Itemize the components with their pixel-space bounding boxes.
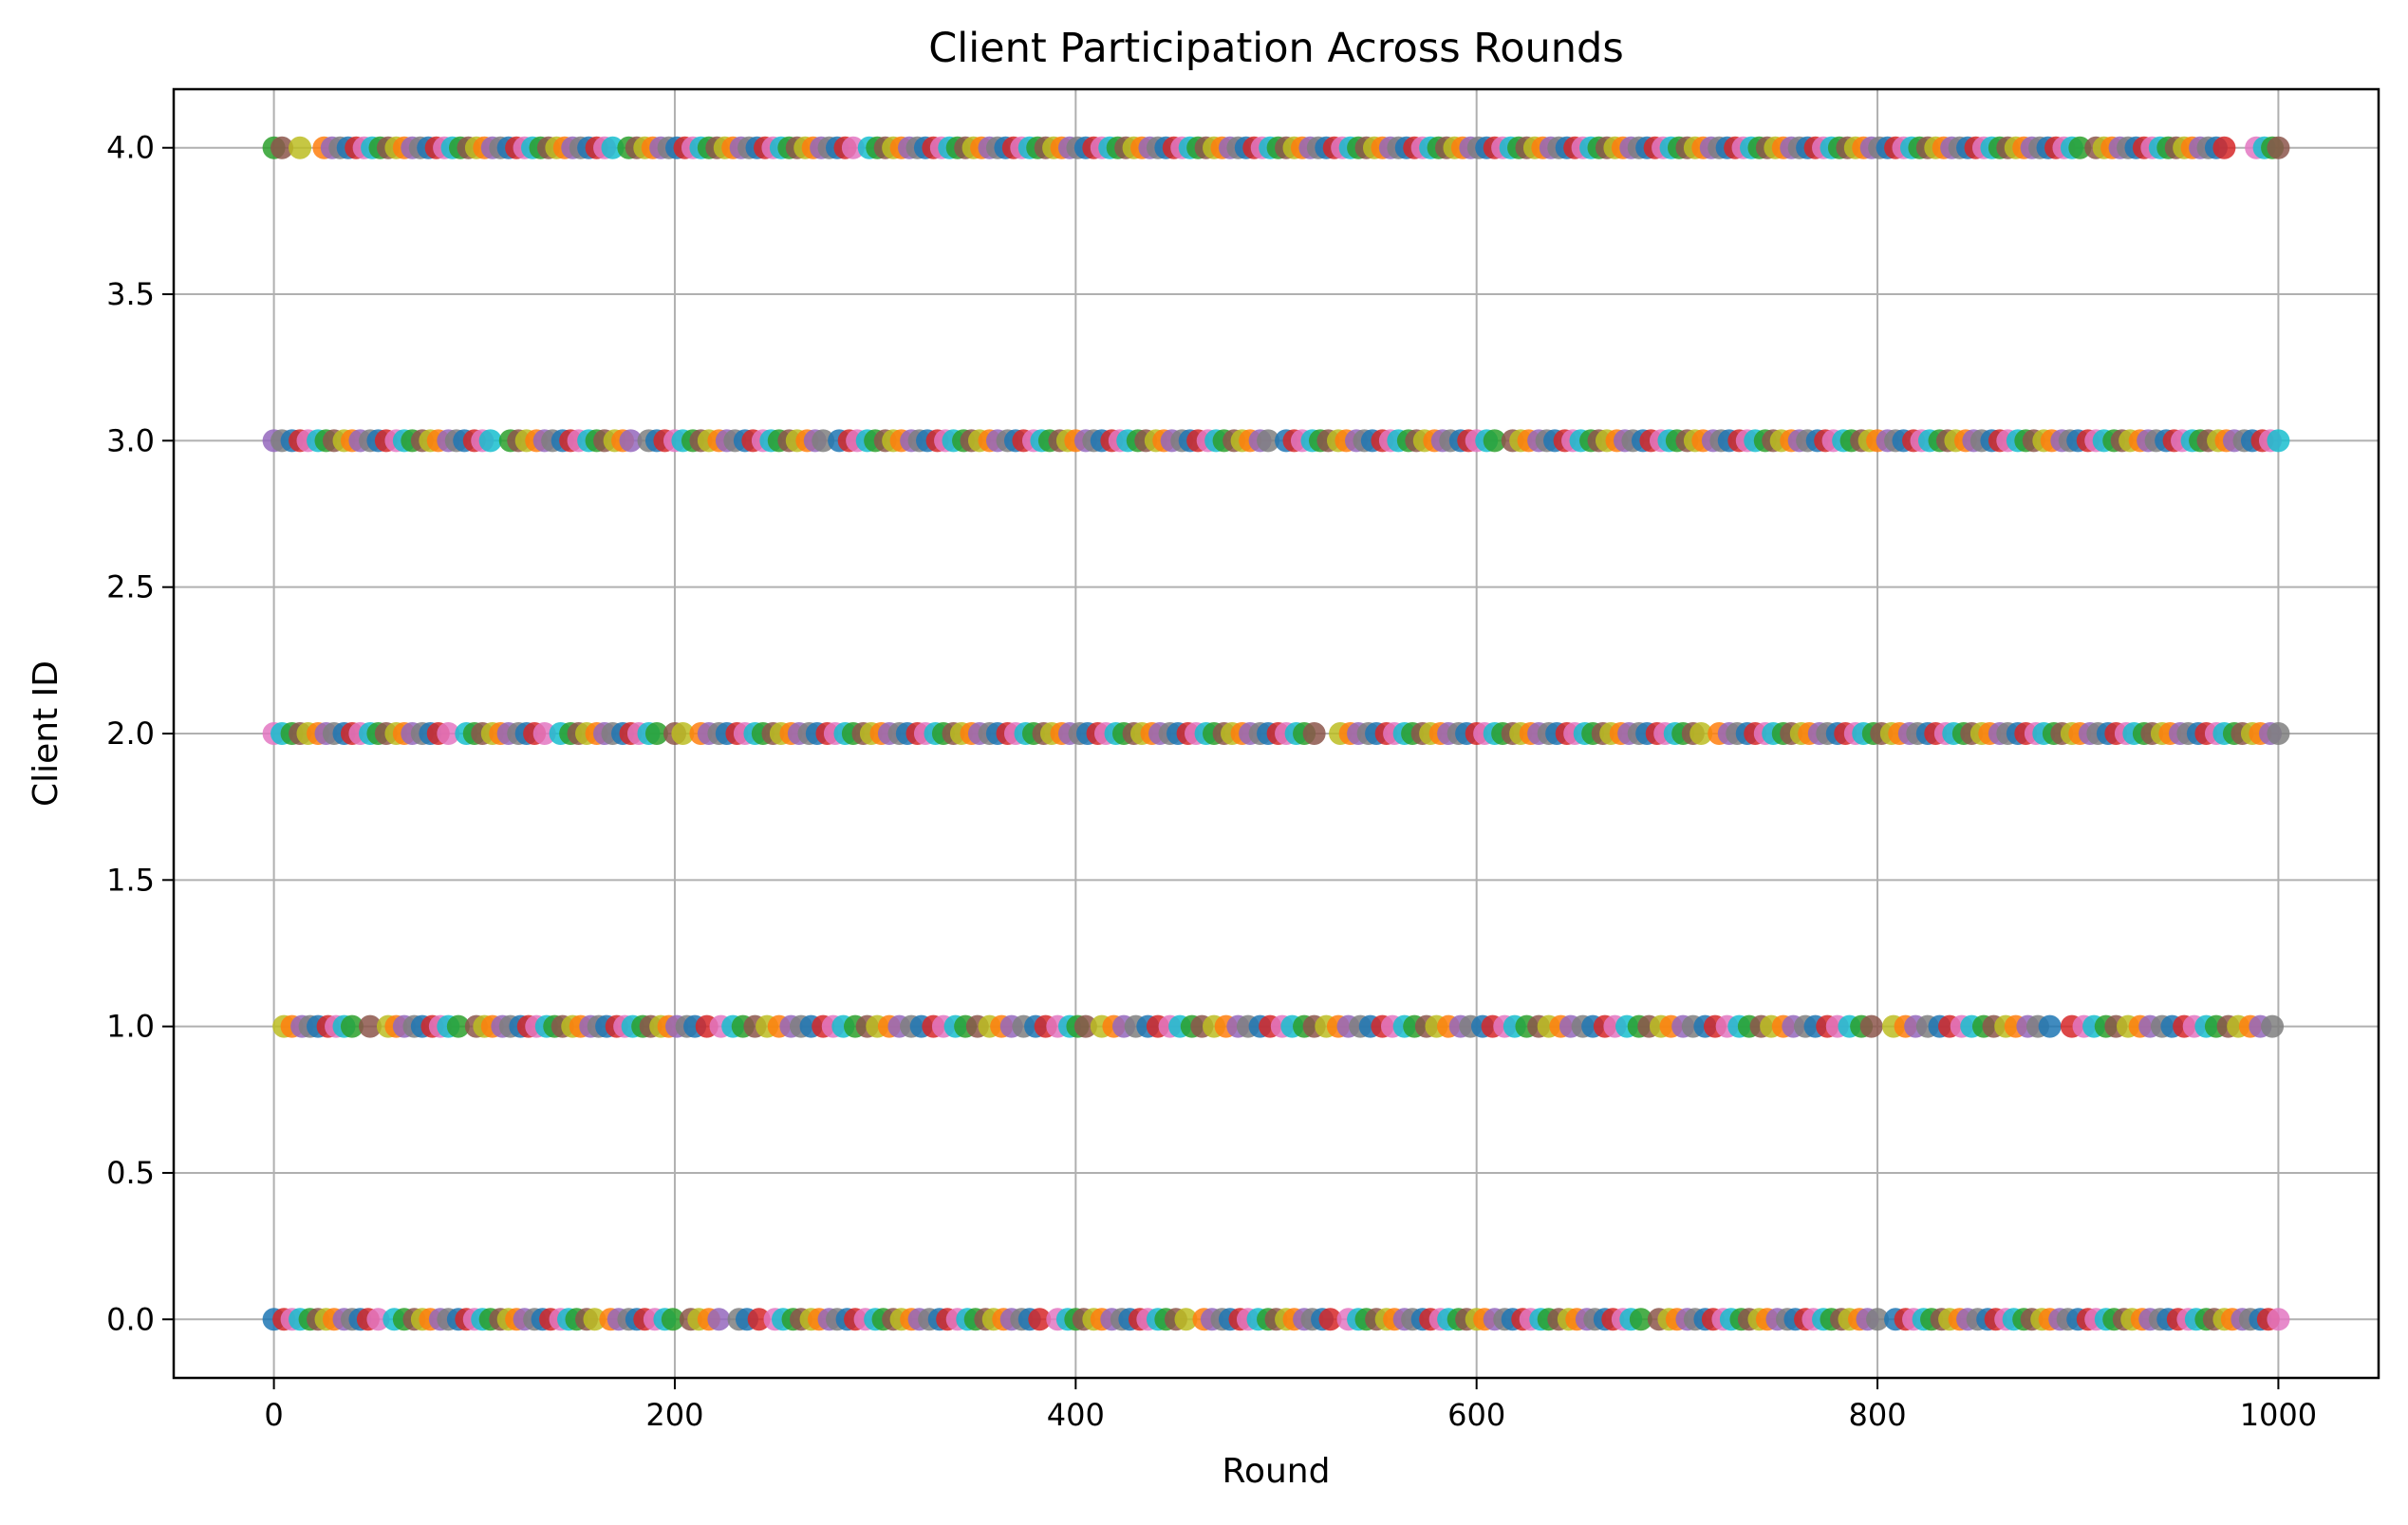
y-tick-label: 3.5 (106, 276, 155, 312)
y-tick-label: 0.5 (106, 1155, 155, 1191)
data-point (841, 136, 865, 159)
y-tick-label: 3.0 (106, 422, 155, 458)
data-point (1629, 1308, 1652, 1331)
y-axis-title: Client ID (27, 660, 65, 807)
data-point (2068, 136, 2092, 159)
y-tick-label: 1.0 (106, 1009, 155, 1045)
data-point (661, 1308, 684, 1331)
data-point (1689, 722, 1713, 745)
data-point (1174, 1308, 1198, 1331)
x-tick-label: 0 (264, 1397, 283, 1433)
data-point (583, 1308, 607, 1331)
axis-ticks: 0 200 400 600 800 1000 0.0 0.5 1.0 1.5 2.0 2.5 3.0 3.… (106, 130, 2317, 1433)
data-point (340, 1014, 364, 1038)
y-tick-label: 1.5 (106, 862, 155, 898)
data-point (1302, 722, 1326, 745)
chart-title: Client Participation Across Rounds (928, 25, 1624, 72)
data-point (644, 722, 668, 745)
y-tick-label: 4.0 (106, 130, 155, 166)
data-point (1318, 1308, 1342, 1331)
data-point (2038, 1014, 2062, 1038)
y-tick-label: 2.5 (106, 569, 155, 605)
x-tick-label: 200 (645, 1397, 703, 1433)
data-point (366, 1308, 390, 1331)
data-point (1028, 1308, 1052, 1331)
data-point (446, 1014, 470, 1038)
data-point (2267, 429, 2290, 453)
data-point (2267, 1308, 2290, 1331)
data-point (747, 1308, 771, 1331)
data-point (619, 429, 643, 453)
data-point (532, 722, 556, 745)
data-point (1859, 1014, 1883, 1038)
data-point (271, 136, 294, 159)
x-tick-label: 1000 (2240, 1397, 2317, 1433)
y-tick-label: 2.0 (106, 716, 155, 752)
data-point (1257, 429, 1280, 453)
x-axis-title: Round (1223, 1452, 1331, 1491)
data-point (812, 429, 835, 453)
data-point (2261, 1014, 2285, 1038)
data-point (707, 1308, 731, 1331)
data-point (289, 136, 312, 159)
data-point (2212, 136, 2236, 159)
data-point (671, 722, 695, 745)
data-point (2267, 136, 2290, 159)
x-tick-label: 800 (1849, 1397, 1907, 1433)
data-point (2267, 722, 2290, 745)
data-point (437, 722, 460, 745)
data-points (262, 136, 2290, 1331)
data-point (601, 136, 625, 159)
data-point (1866, 1308, 1890, 1331)
data-point (1073, 1014, 1097, 1038)
x-tick-label: 400 (1047, 1397, 1105, 1433)
x-tick-label: 600 (1447, 1397, 1505, 1433)
data-point (1483, 429, 1506, 453)
y-tick-label: 0.0 (106, 1301, 155, 1337)
data-point (478, 429, 502, 453)
data-point (358, 1014, 382, 1038)
